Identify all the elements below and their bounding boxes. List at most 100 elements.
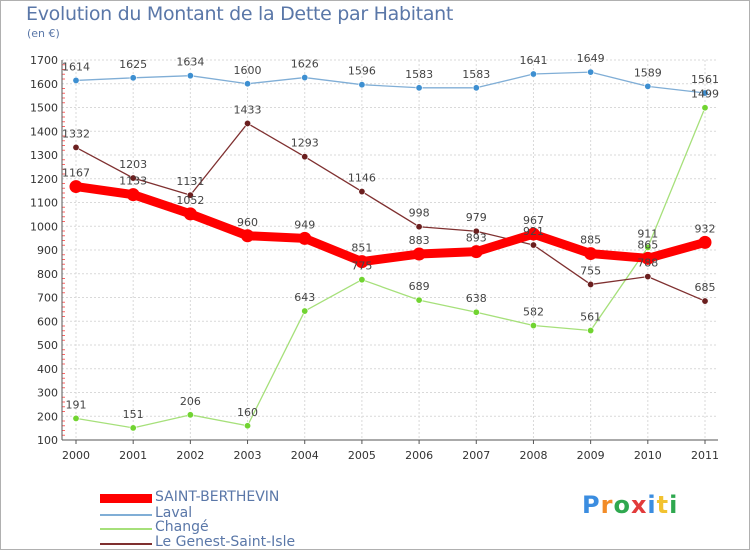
data-point — [183, 207, 197, 221]
data-label: 883 — [409, 234, 430, 247]
logo-letter: i — [669, 491, 679, 519]
data-point — [301, 307, 309, 315]
data-label: 151 — [123, 408, 144, 421]
x-tick-label: 2001 — [119, 449, 147, 462]
data-point — [472, 227, 480, 235]
data-point — [529, 322, 537, 330]
data-label: 775 — [351, 260, 372, 273]
y-tick-label: 1300 — [30, 149, 58, 162]
data-label: 979 — [466, 211, 487, 224]
x-tick-label: 2007 — [462, 449, 490, 462]
data-point — [186, 191, 194, 199]
logo-letter: t — [656, 491, 670, 519]
data-point — [358, 188, 366, 196]
data-point — [701, 297, 709, 305]
data-label: 1583 — [405, 68, 433, 81]
data-label: 1596 — [348, 65, 376, 78]
y-tick-label: 500 — [37, 339, 58, 352]
chart-title: Evolution du Montant de la Dette par Hab… — [26, 3, 454, 25]
y-tick-label: 300 — [37, 387, 58, 400]
data-point — [301, 74, 309, 82]
data-label: 885 — [580, 234, 601, 247]
legend-swatch — [100, 543, 152, 545]
logo-letter: x — [630, 491, 648, 519]
data-label: 932 — [695, 222, 716, 235]
series-line-2 — [75, 71, 706, 94]
data-label: 1626 — [291, 58, 319, 71]
data-label: 1167 — [62, 167, 90, 180]
y-tick-label: 700 — [37, 292, 58, 305]
data-label: 1499 — [691, 88, 719, 101]
y-tick-label: 1000 — [30, 220, 58, 233]
data-label: 1293 — [291, 137, 319, 150]
data-point — [412, 247, 426, 261]
data-point — [698, 235, 712, 249]
data-point — [587, 280, 595, 288]
y-tick-label: 400 — [37, 363, 58, 376]
data-label: 1332 — [62, 127, 90, 140]
data-point — [584, 247, 598, 261]
legend-label: SAINT-BERTHEVIN — [155, 489, 280, 505]
data-point — [129, 424, 137, 432]
data-label: 582 — [523, 306, 544, 319]
logo-letter: r — [600, 491, 614, 519]
data-point — [469, 245, 483, 259]
data-point — [186, 411, 194, 419]
data-label: 893 — [466, 232, 487, 245]
data-point — [641, 251, 655, 265]
data-label: 1052 — [176, 194, 204, 207]
data-point — [72, 76, 80, 84]
data-point — [587, 327, 595, 335]
legend-label: Changé — [155, 519, 209, 535]
data-label: 788 — [637, 257, 658, 270]
data-point — [415, 223, 423, 231]
series-line-4 — [75, 122, 706, 302]
data-point — [415, 84, 423, 92]
series-line-1 — [71, 182, 710, 267]
x-tick-label: 2011 — [691, 449, 719, 462]
x-tick-label: 2000 — [62, 449, 90, 462]
data-label: 1634 — [176, 56, 204, 69]
x-tick-label: 2004 — [291, 449, 319, 462]
data-point — [644, 243, 652, 251]
data-label: 1641 — [519, 54, 547, 67]
data-point — [529, 70, 537, 78]
data-point — [472, 308, 480, 316]
data-label: 865 — [637, 238, 658, 251]
data-label: 1203 — [119, 158, 147, 171]
data-point — [298, 231, 312, 245]
data-point — [129, 174, 137, 182]
data-point — [72, 143, 80, 151]
y-tick-label: 1700 — [30, 54, 58, 67]
data-label: 206 — [180, 395, 201, 408]
y-tick-label: 800 — [37, 268, 58, 281]
y-tick-label: 1200 — [30, 173, 58, 186]
y-tick-label: 1100 — [30, 197, 58, 210]
data-label: 960 — [237, 216, 258, 229]
data-point — [358, 276, 366, 284]
series-line-3 — [75, 107, 706, 429]
data-point — [301, 153, 309, 161]
data-point — [244, 80, 252, 88]
data-label: 191 — [66, 398, 87, 411]
data-point — [526, 227, 540, 241]
data-label: 685 — [695, 281, 716, 294]
data-label: 1131 — [176, 175, 204, 188]
data-point — [644, 273, 652, 281]
legend-swatch — [100, 494, 152, 503]
data-label: 160 — [237, 406, 258, 419]
data-label: 967 — [523, 214, 544, 227]
data-point — [241, 229, 255, 243]
data-label: 755 — [580, 264, 601, 277]
x-tick-label: 2005 — [348, 449, 376, 462]
data-label: 949 — [294, 218, 315, 231]
x-tick-label: 2006 — [405, 449, 433, 462]
data-label: 1561 — [691, 73, 719, 86]
data-point — [126, 188, 140, 202]
data-point — [701, 89, 709, 97]
data-point — [415, 296, 423, 304]
data-point — [244, 119, 252, 127]
chart-subtitle: (en €) — [27, 27, 60, 40]
y-tick-label: 1600 — [30, 78, 58, 91]
